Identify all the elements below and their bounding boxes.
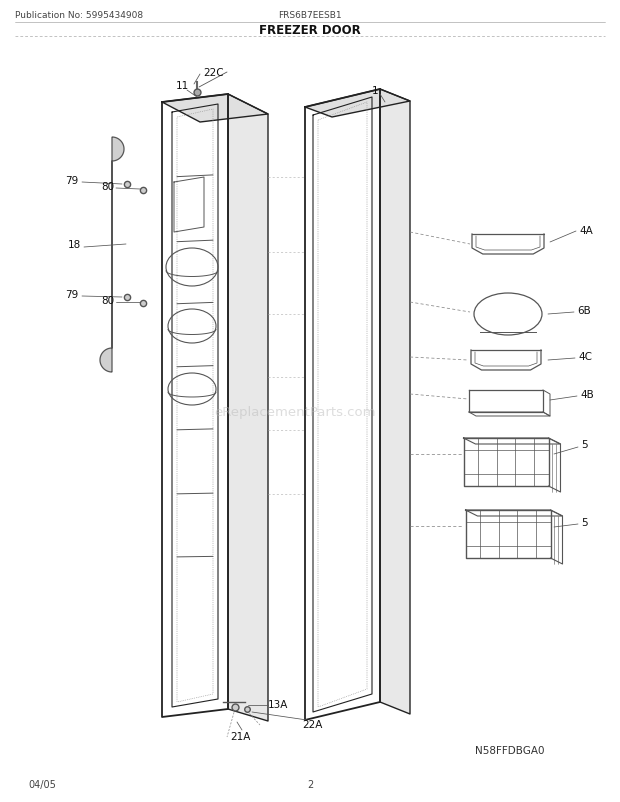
Text: 13A: 13A (268, 699, 288, 709)
Text: 22C: 22C (204, 68, 224, 78)
Text: FRS6B7EESB1: FRS6B7EESB1 (278, 11, 342, 21)
Text: FREEZER DOOR: FREEZER DOOR (259, 23, 361, 36)
Text: 79: 79 (65, 290, 79, 300)
Text: 22A: 22A (302, 719, 322, 729)
Text: 80: 80 (102, 296, 115, 306)
Text: 04/05: 04/05 (28, 779, 56, 789)
Polygon shape (162, 95, 268, 123)
Text: 4B: 4B (580, 390, 594, 399)
Text: 6B: 6B (577, 306, 591, 316)
Text: Publication No: 5995434908: Publication No: 5995434908 (15, 11, 143, 21)
Text: 80: 80 (102, 182, 115, 192)
Polygon shape (228, 95, 268, 721)
Polygon shape (305, 90, 410, 118)
Text: 79: 79 (65, 176, 79, 186)
Text: 4C: 4C (578, 351, 592, 362)
Polygon shape (100, 138, 124, 373)
Text: 21A: 21A (230, 731, 250, 741)
Text: 11: 11 (175, 81, 188, 91)
Text: eReplacementParts.com: eReplacementParts.com (215, 406, 376, 419)
Polygon shape (380, 90, 410, 714)
Text: N58FFDBGA0: N58FFDBGA0 (476, 745, 545, 755)
Text: 1: 1 (371, 86, 378, 96)
Text: 4A: 4A (579, 225, 593, 236)
Text: 18: 18 (68, 240, 81, 249)
Text: 5: 5 (582, 517, 588, 528)
Text: 5: 5 (582, 439, 588, 449)
Text: 2: 2 (307, 779, 313, 789)
